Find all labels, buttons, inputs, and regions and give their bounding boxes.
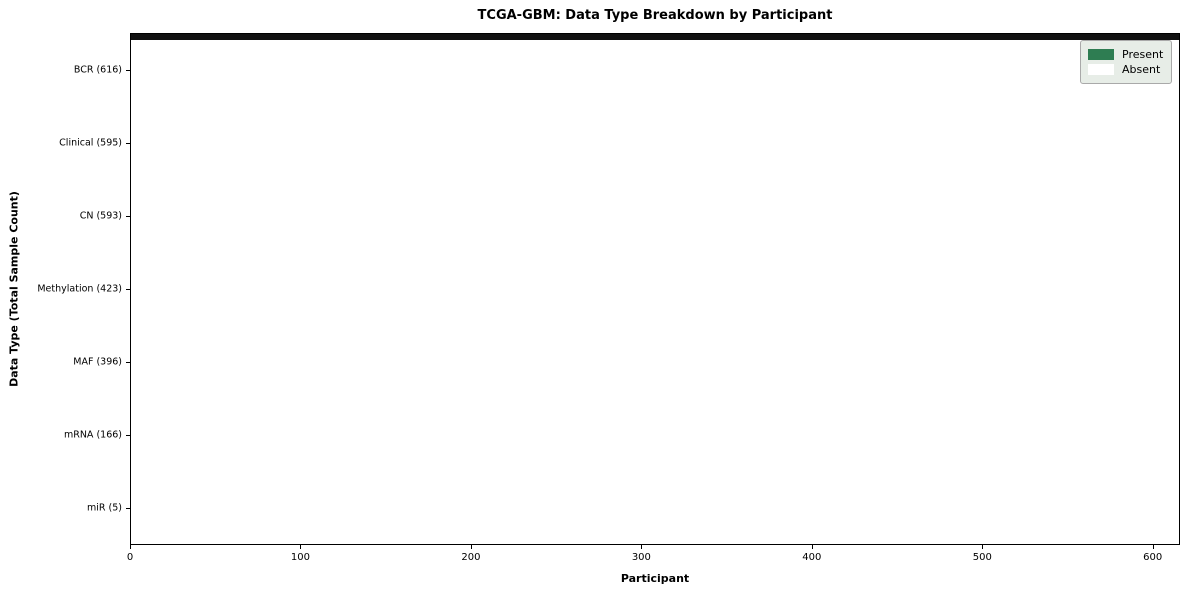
row-methylation [131,37,1179,38]
legend-item-present: Present [1088,48,1163,61]
x-tick-label: 200 [461,552,481,563]
legend-label-absent: Absent [1122,63,1161,76]
x-tick-mark [811,545,813,549]
legend: Present Absent [1080,40,1172,84]
present-swatch-icon [1088,49,1114,60]
y-tick-mark [126,69,130,71]
y-tick-label: Clinical (595) [59,137,122,149]
y-tick-label: MAF (396) [73,356,122,368]
y-tick-label: BCR (616) [73,64,122,76]
row-mrna [131,39,1179,40]
plot-area: Present Absent [130,33,1180,545]
x-tick-label: 500 [972,552,992,563]
x-tick-label: 400 [802,552,822,563]
x-tick-mark [300,545,302,549]
x-axis-label: Participant [620,572,690,585]
x-tick-mark [982,545,984,549]
y-tick-mark [126,142,130,144]
row-maf [131,38,1179,39]
row-clinical [131,35,1179,36]
y-tick-mark [126,508,130,510]
y-tick-label: mRNA (166) [63,429,122,441]
legend-label-present: Present [1122,48,1164,61]
y-tick-mark [126,362,130,364]
x-tick-mark [470,545,472,549]
row-cn [131,36,1179,37]
legend-item-absent: Absent [1088,63,1163,76]
row-bcr [131,34,1179,35]
y-tick-label: miR (5) [87,502,122,514]
x-tick-label: 100 [290,552,310,563]
absent-swatch-icon [1088,64,1114,75]
y-tick-label: CN (593) [79,210,122,222]
x-tick-label: 300 [631,552,651,563]
y-axis-label: Data Type (Total Sample Count) [7,191,21,387]
y-tick-mark [126,215,130,217]
x-tick-mark [130,545,131,549]
x-tick-mark [1152,545,1154,549]
x-tick-label: 600 [1143,552,1163,563]
y-tick-mark [126,435,130,437]
y-tick-mark [126,289,130,290]
chart-title: TCGA-GBM: Data Type Breakdown by Partici… [477,8,833,23]
x-tick-label: 0 [126,552,134,563]
rows-container [131,34,1179,40]
y-tick-label: Methylation (423) [37,283,122,295]
x-tick-mark [641,545,643,549]
